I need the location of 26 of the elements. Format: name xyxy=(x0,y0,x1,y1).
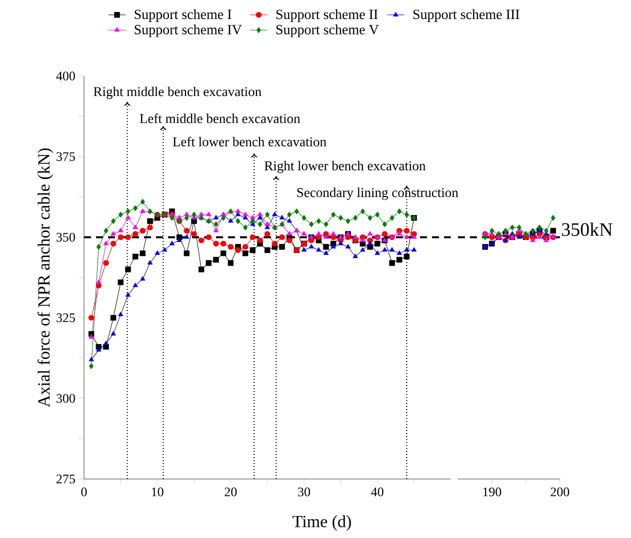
ref-line-label: Right middle bench excavation xyxy=(94,86,262,99)
legend-label: Support scheme IV xyxy=(134,24,242,38)
legend-label: Support scheme I xyxy=(134,9,232,22)
x-tick-label: 20 xyxy=(224,488,237,496)
y-tick-label: 275 xyxy=(56,474,75,484)
ref-line-label: Left middle bench excavation xyxy=(140,114,300,124)
y-tick-label: 325 xyxy=(56,313,75,322)
ref-line-label: Secondary lining construction xyxy=(297,188,458,200)
y-tick-label: 375 xyxy=(56,152,75,161)
y-tick-label: 400 xyxy=(56,72,75,80)
y-tick-label: 300 xyxy=(56,394,75,403)
x-tick-label: 10 xyxy=(152,488,164,496)
x-axis-title: Time (d) xyxy=(292,515,351,531)
legend-label: Support scheme III xyxy=(413,9,520,22)
x-tick-label: 200 xyxy=(550,488,570,496)
x-tick-label: 40 xyxy=(371,488,384,496)
x-tick-label: 190 xyxy=(483,488,502,496)
legend-label: Support scheme V xyxy=(276,24,379,38)
ref-line-label: 350kN xyxy=(562,222,612,236)
ref-line-label: Left lower bench excavation xyxy=(172,136,326,146)
x-tick-label: 30 xyxy=(298,488,310,496)
y-axis-title: Axial force of NPR anchor cable (kN) xyxy=(38,148,54,408)
y-tick-label: 350 xyxy=(56,232,75,242)
x-tick-label: 0 xyxy=(81,488,87,496)
legend-label: Support scheme II xyxy=(276,9,378,22)
ref-line-label: Right lower bench excavation xyxy=(264,160,426,174)
